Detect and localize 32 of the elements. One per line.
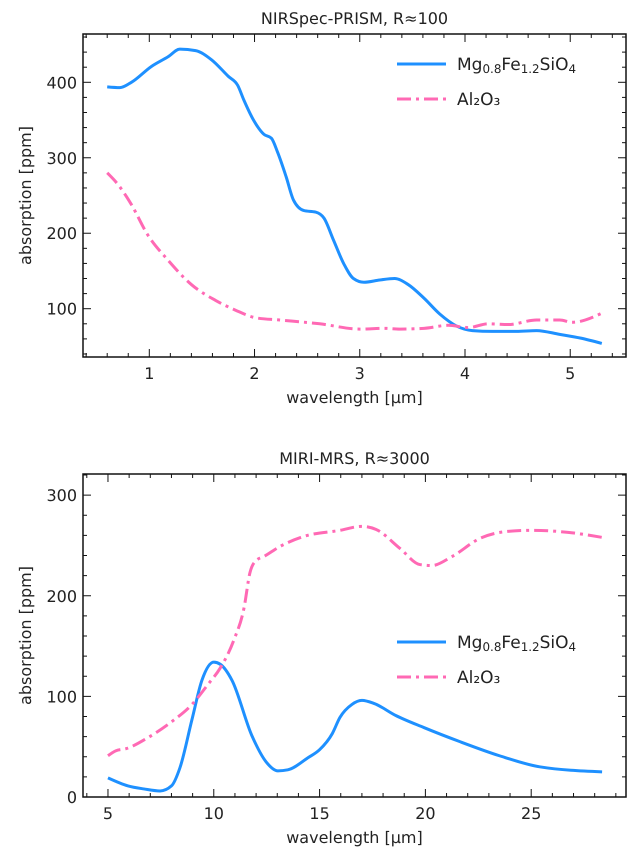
x-tick-label: 3 [354, 364, 365, 383]
y-tick-label: 300 [46, 486, 77, 506]
x-tick-label: 4 [460, 364, 470, 383]
x-tick-label: 1 [144, 364, 154, 383]
x-axis-title: wavelength [μm] [286, 388, 423, 407]
y-tick-label: 200 [46, 224, 77, 244]
y-tick-label: 200 [46, 586, 77, 606]
line-series [106, 171, 604, 331]
legend-label: Al₂O₃ [457, 668, 500, 688]
x-tick-label: 15 [309, 804, 330, 823]
line-series [106, 660, 604, 792]
legend-label: Mg$_{0.8}$Fe$_{1.2}$SiO$_{4}$ [457, 633, 576, 654]
x-tick-label: 2 [249, 364, 260, 383]
line-series [106, 524, 604, 758]
y-axis-title: absorption [ppm] [16, 566, 35, 705]
y-axis-title: absorption [ppm] [16, 126, 35, 265]
x-tick-label: 10 [204, 804, 224, 823]
x-axis-title: wavelength [μm] [286, 828, 423, 847]
y-tick-label: 300 [46, 148, 77, 168]
y-tick-label: 100 [46, 300, 77, 319]
legend-label: Mg$_{0.8}$Fe$_{1.2}$SiO$_{4}$ [457, 55, 576, 76]
y-tick-label: 0 [66, 788, 77, 807]
line-series [106, 48, 604, 345]
x-tick-label: 5 [565, 364, 576, 383]
x-tick-label: 5 [102, 804, 114, 823]
x-tick-label: 25 [521, 804, 542, 823]
x-tick-label: 20 [415, 804, 436, 823]
y-tick-label: 400 [46, 73, 77, 92]
y-tick-label: 100 [46, 687, 77, 706]
chart-title: MIRI-MRS, R≈3000 [279, 449, 430, 468]
legend-label: Al₂O₃ [457, 90, 500, 110]
chart-title: NIRSpec-PRISM, R≈100 [260, 9, 448, 28]
